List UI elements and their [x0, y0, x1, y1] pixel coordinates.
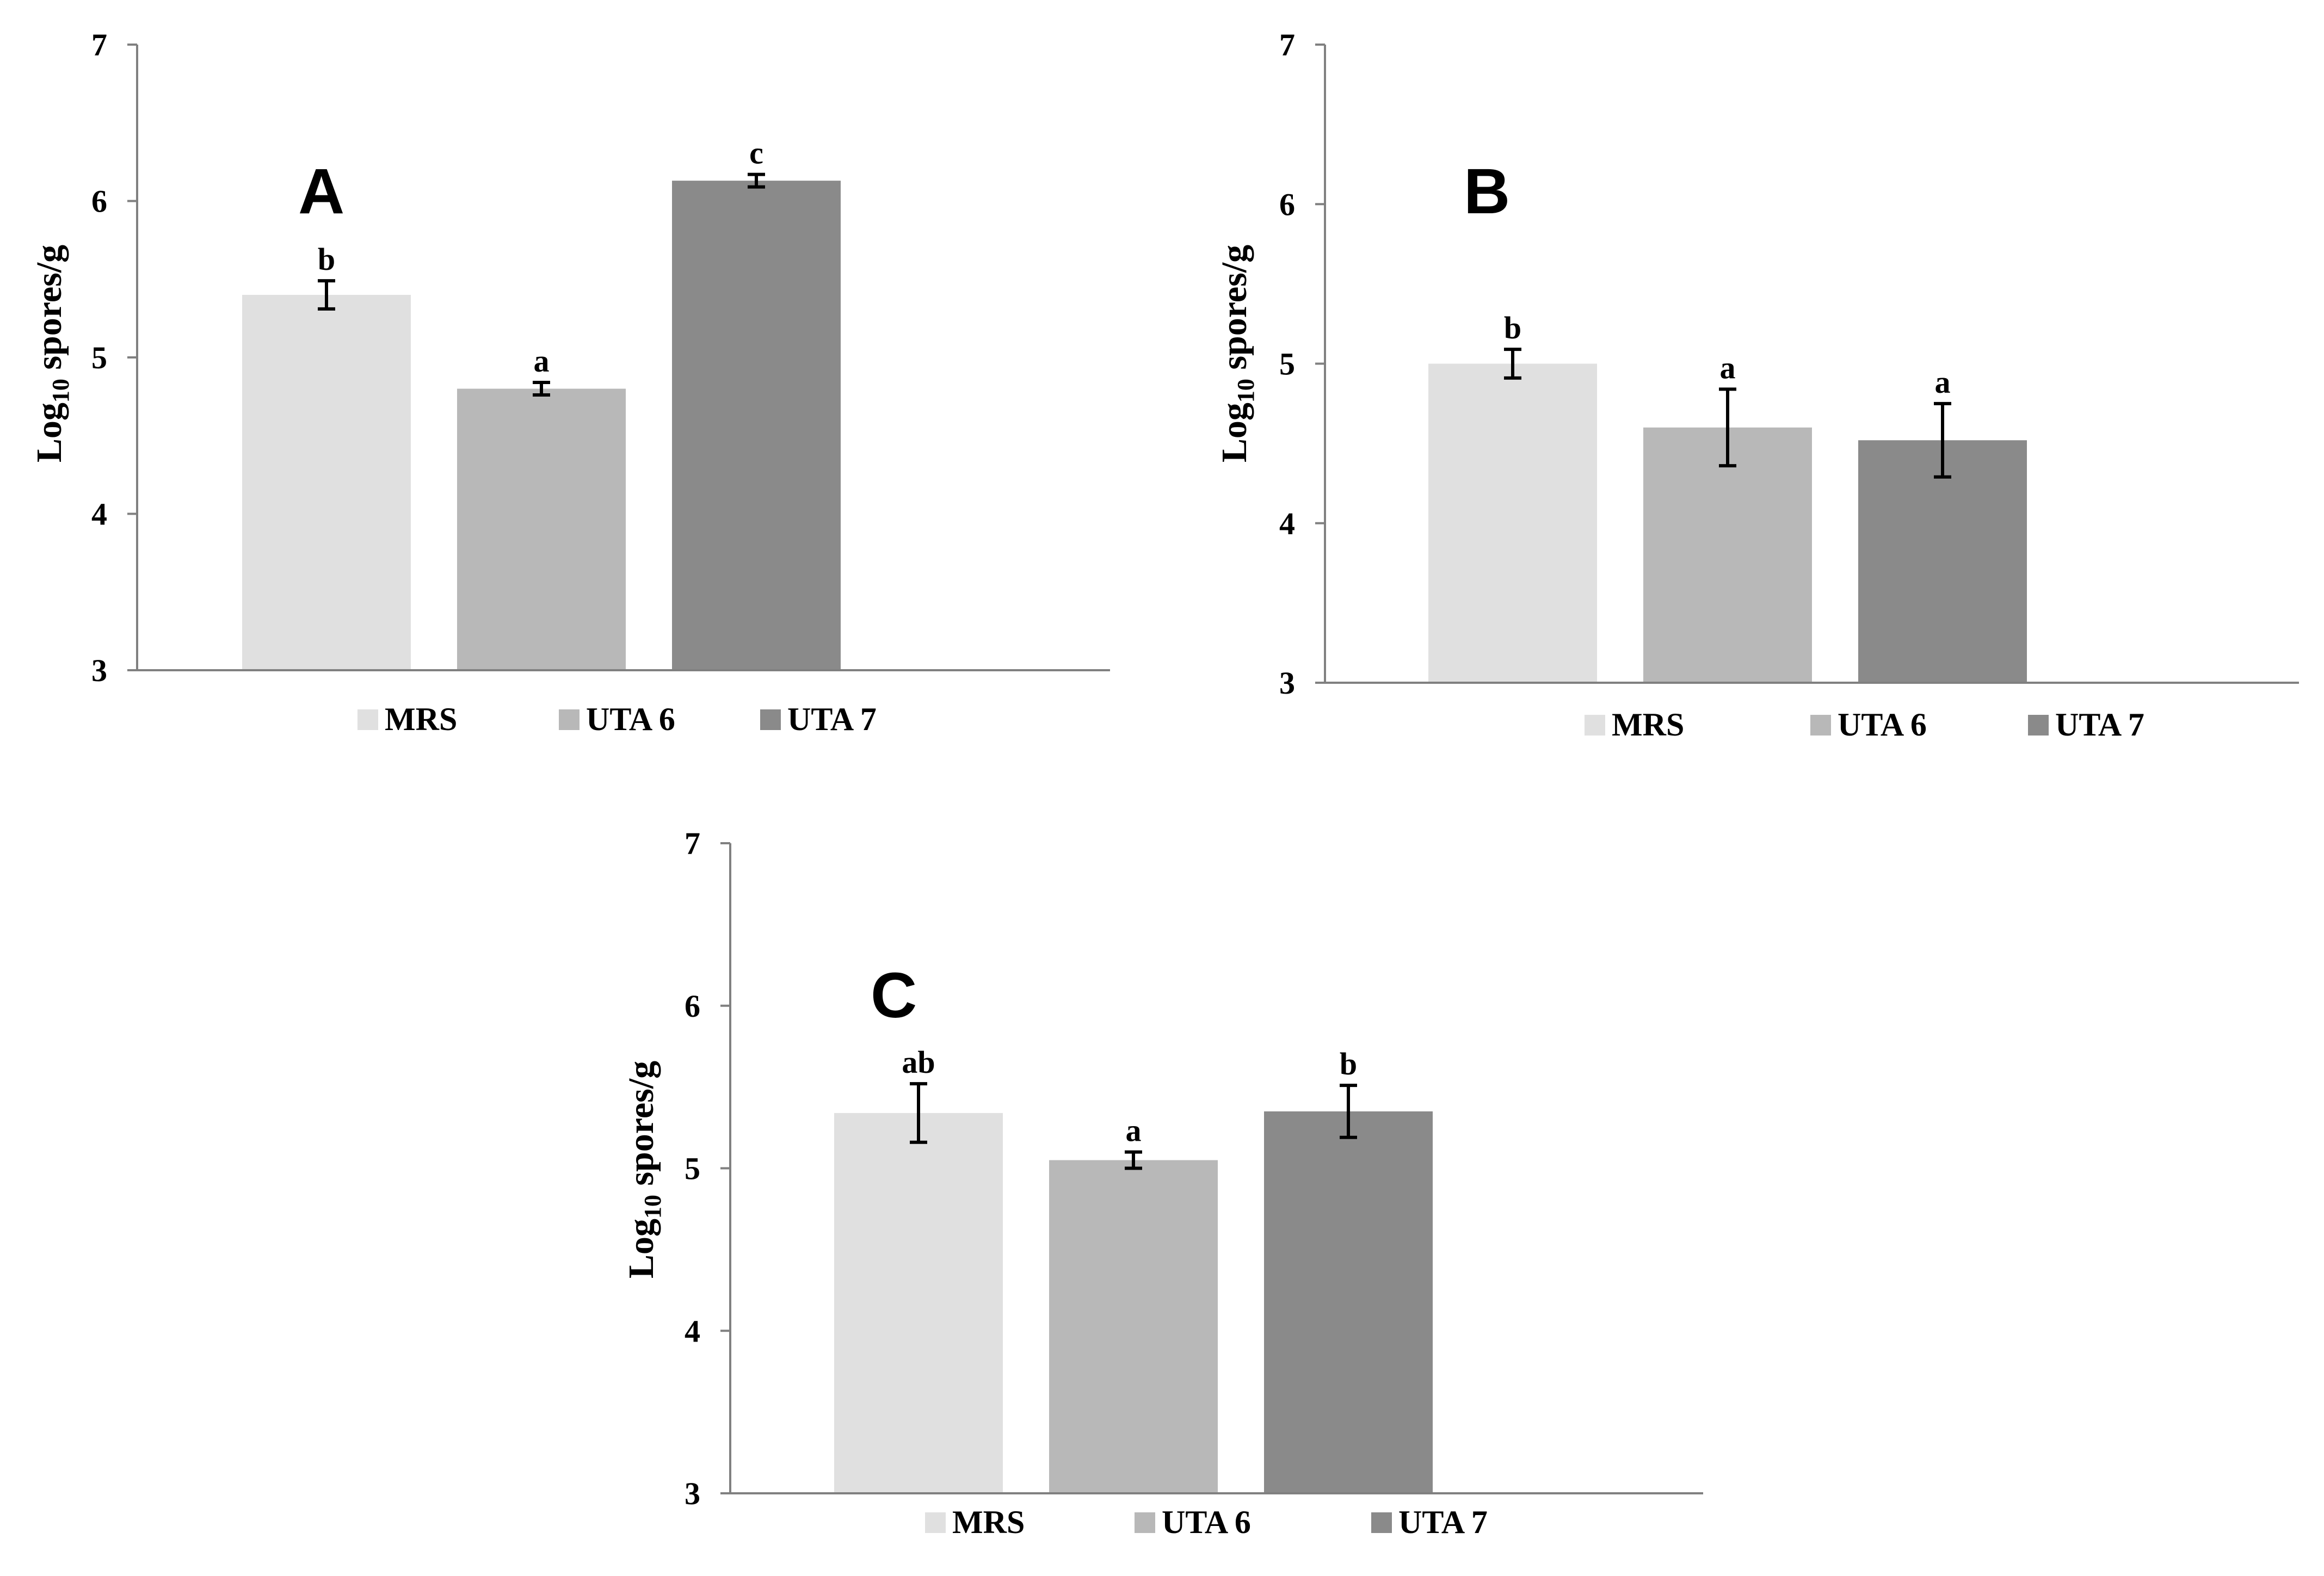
- error-bar: [318, 279, 335, 311]
- y-axis-label: Log10 spores/g: [29, 245, 74, 462]
- legend-label: UTA 7: [787, 701, 877, 737]
- bar-uta-7: [672, 181, 841, 670]
- significance-letter: b: [1340, 1046, 1357, 1081]
- significance-letter: a: [1720, 350, 1736, 385]
- legend: MRS UTA 6 UTA 7: [357, 701, 877, 737]
- legend-swatch: [2028, 715, 2049, 736]
- chart-panel-b: b a a 3 4 5 6 7 Log10 spores/g B MRS UTA 6 UTA 7: [1215, 27, 2299, 743]
- legend-label: UTA 6: [1162, 1504, 1251, 1540]
- legend-label: MRS: [385, 701, 457, 737]
- legend-label: UTA 7: [2055, 707, 2144, 743]
- legend-label: UTA 6: [586, 701, 675, 737]
- bar-mrs: [834, 1113, 1003, 1493]
- legend-label: UTA 6: [1838, 707, 1927, 743]
- y-tick-label: 4: [685, 1313, 700, 1349]
- error-bar: [1504, 348, 1521, 380]
- y-tick-label: 6: [685, 988, 700, 1024]
- bar-uta-6: [1643, 427, 1812, 683]
- y-tick-label: 7: [91, 27, 107, 63]
- y-tick-label: 5: [685, 1151, 700, 1186]
- y-axis-label: Log10 spores/g: [621, 1061, 666, 1278]
- significance-letter: ab: [902, 1045, 935, 1080]
- bar-mrs: [242, 295, 411, 670]
- y-tick-label: 3: [1279, 665, 1295, 701]
- legend: MRS UTA 6 UTA 7: [1585, 707, 2144, 743]
- chart-panel-a: b a c 3 4 5 6 7 Log10 spores/g A MRS UTA 6 UTA 7: [29, 27, 1110, 737]
- error-bar: [1719, 387, 1736, 468]
- significance-letter: b: [1504, 310, 1521, 345]
- bar-uta-7: [1858, 440, 2027, 683]
- legend-swatch: [1585, 715, 1605, 736]
- y-tick-label: 4: [1279, 506, 1295, 541]
- y-tick-label: 6: [91, 184, 107, 219]
- legend-swatch: [760, 709, 781, 730]
- significance-letter: c: [749, 135, 763, 171]
- y-tick-label: 5: [91, 340, 107, 375]
- y-tick-label: 3: [685, 1476, 700, 1511]
- legend-label: MRS: [1612, 707, 1684, 743]
- bar-uta-7: [1264, 1111, 1433, 1493]
- error-bar: [748, 172, 765, 189]
- error-bar: [1125, 1150, 1142, 1170]
- error-bar: [910, 1082, 927, 1144]
- panel-label: B: [1464, 156, 1510, 227]
- significance-letter: a: [1126, 1113, 1142, 1148]
- significance-letter: a: [1935, 364, 1951, 400]
- y-tick-label: 7: [1279, 27, 1295, 63]
- legend-swatch: [357, 709, 378, 730]
- y-axis-label: Log10 spores/g: [1215, 245, 1259, 462]
- bar-uta-6: [1049, 1160, 1218, 1493]
- legend-swatch: [1810, 715, 1831, 736]
- y-tick-label: 6: [1279, 187, 1295, 222]
- panel-label: A: [298, 156, 344, 227]
- bar-mrs: [1428, 363, 1597, 683]
- bar-uta-6: [457, 388, 626, 670]
- y-tick-label: 7: [685, 826, 700, 861]
- legend-swatch: [559, 709, 580, 730]
- legend-label: UTA 7: [1398, 1504, 1488, 1540]
- legend: MRS UTA 6 UTA 7: [925, 1504, 1488, 1540]
- error-bar: [1934, 401, 1951, 479]
- legend-label: MRS: [952, 1504, 1025, 1540]
- y-tick-label: 4: [91, 497, 107, 532]
- legend-swatch: [1135, 1512, 1155, 1533]
- significance-letter: a: [534, 343, 550, 379]
- panel-label: C: [871, 960, 917, 1031]
- legend-swatch: [925, 1512, 946, 1533]
- legend-swatch: [1371, 1512, 1392, 1533]
- y-tick-label: 3: [91, 653, 107, 688]
- error-bar: [533, 381, 550, 397]
- error-bar: [1340, 1084, 1357, 1139]
- significance-letter: b: [318, 242, 335, 277]
- y-tick-label: 5: [1279, 347, 1295, 382]
